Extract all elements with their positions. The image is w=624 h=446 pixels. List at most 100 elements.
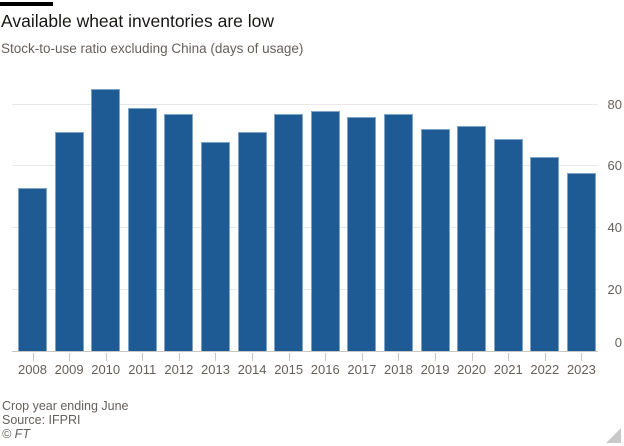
x-label-text: 2019 [420,362,450,377]
y-label-40: 40 [607,220,622,236]
bar-2017 [347,116,377,352]
bar-column-2020 [457,86,487,361]
x-label-text: 2016 [310,362,340,377]
resize-grip-icon[interactable] [606,428,621,443]
bar-2013 [200,141,230,352]
gridline-20 [12,289,598,291]
x-label-text: 2013 [201,362,230,377]
bar-column-2010 [91,86,121,361]
gridline-40 [12,227,598,229]
bar-column-2019 [420,86,450,361]
bar-2019 [420,129,450,352]
bar-2022 [530,157,560,352]
x-label-text: 2021 [493,362,523,377]
x-label-text: 2008 [18,362,47,377]
x-axis-tick [581,353,583,361]
bar-2023 [566,172,596,352]
chart-title: Available wheat inventories are low [1,11,275,31]
x-label-text: 2011 [128,362,157,377]
x-label-text: 2018 [383,362,413,377]
x-label-2015: 2015 [274,362,303,377]
x-label-text: 2015 [274,362,304,377]
bar-2014 [237,132,267,352]
bar-2018 [383,113,413,352]
x-axis-tick [361,353,363,361]
bar-2011 [127,107,157,352]
bar-2016 [310,110,340,352]
x-axis-tick [252,353,254,361]
y-label-20: 20 [607,282,622,298]
x-axis-tick [398,353,400,361]
x-label-2023: 2023 [567,362,596,377]
x-axis-tick [105,353,107,361]
ft-credit: © FT [2,427,30,442]
bar-column-2023 [566,86,596,361]
bar-column-2022 [530,86,560,361]
x-axis-tick [288,353,290,361]
x-label-2008: 2008 [18,362,47,377]
bar-column-2021 [493,86,523,361]
x-axis-tick [178,353,180,361]
y-label-60: 60 [607,158,622,174]
bar-2010 [91,89,121,352]
x-label-2011: 2011 [128,362,157,377]
y-label-0: 0 [614,335,622,350]
x-label-2016: 2016 [311,362,340,377]
bar-column-2015 [274,86,304,361]
x-label-2014: 2014 [238,362,267,377]
x-axis-line [12,351,598,352]
bar-chart-plot [12,86,598,361]
x-axis-tick [215,353,217,361]
bar-column-2011 [127,86,157,361]
chart-footer: Crop year ending June Source: IFPRI © FT [2,399,128,442]
x-axis-tick [544,353,546,361]
bar-2008 [18,188,47,352]
x-axis-tick [32,353,34,361]
gridline-60 [12,165,598,167]
bar-column-2018 [383,86,413,361]
brand-accent-bar [0,2,53,6]
bar-column-2009 [54,86,84,361]
source-line: Source: IFPRI [2,413,81,428]
x-axis-labels: 2008 2009 2010 2011 2012 2013 2014 2015 2016 2017… [12,362,598,377]
x-axis-tick [142,353,144,361]
x-label-2021: 2021 [494,362,523,377]
bar-column-2014 [237,86,267,361]
bar-column-2012 [164,86,194,361]
bar-2015 [274,113,304,352]
x-label-text: 2023 [566,362,596,377]
bar-column-2013 [200,86,230,361]
bars-container [12,86,598,361]
x-label-text: 2009 [54,362,84,377]
x-axis-tick [325,353,327,361]
gridline-80 [12,103,598,105]
x-label-2009: 2009 [55,362,84,377]
x-label-2022: 2022 [530,362,559,377]
x-label-2019: 2019 [421,362,450,377]
x-label-2020: 2020 [457,362,486,377]
x-axis-tick [69,353,71,361]
x-label-text: 2012 [164,362,194,377]
y-axis-labels: 0 20 40 60 80 [598,86,622,352]
x-label-2018: 2018 [384,362,413,377]
x-label-text: 2020 [457,362,487,377]
bar-column-2008 [18,86,47,361]
x-label-text: 2014 [237,362,267,377]
x-axis-tick [435,353,437,361]
bar-2021 [493,138,523,352]
x-label-2012: 2012 [164,362,193,377]
x-label-2013: 2013 [201,362,230,377]
bar-2009 [54,132,84,352]
x-label-text: 2010 [91,362,121,377]
x-label-text: 2022 [530,362,560,377]
y-label-80: 80 [607,96,622,112]
chart-subtitle: Stock-to-use ratio excluding China (days… [1,41,304,56]
bar-2012 [164,113,194,352]
bar-2020 [457,126,487,352]
bar-column-2016 [310,86,340,361]
x-label-text: 2017 [347,362,377,377]
x-axis-tick [508,353,510,361]
x-label-2017: 2017 [347,362,376,377]
footnote: Crop year ending June [2,399,129,413]
